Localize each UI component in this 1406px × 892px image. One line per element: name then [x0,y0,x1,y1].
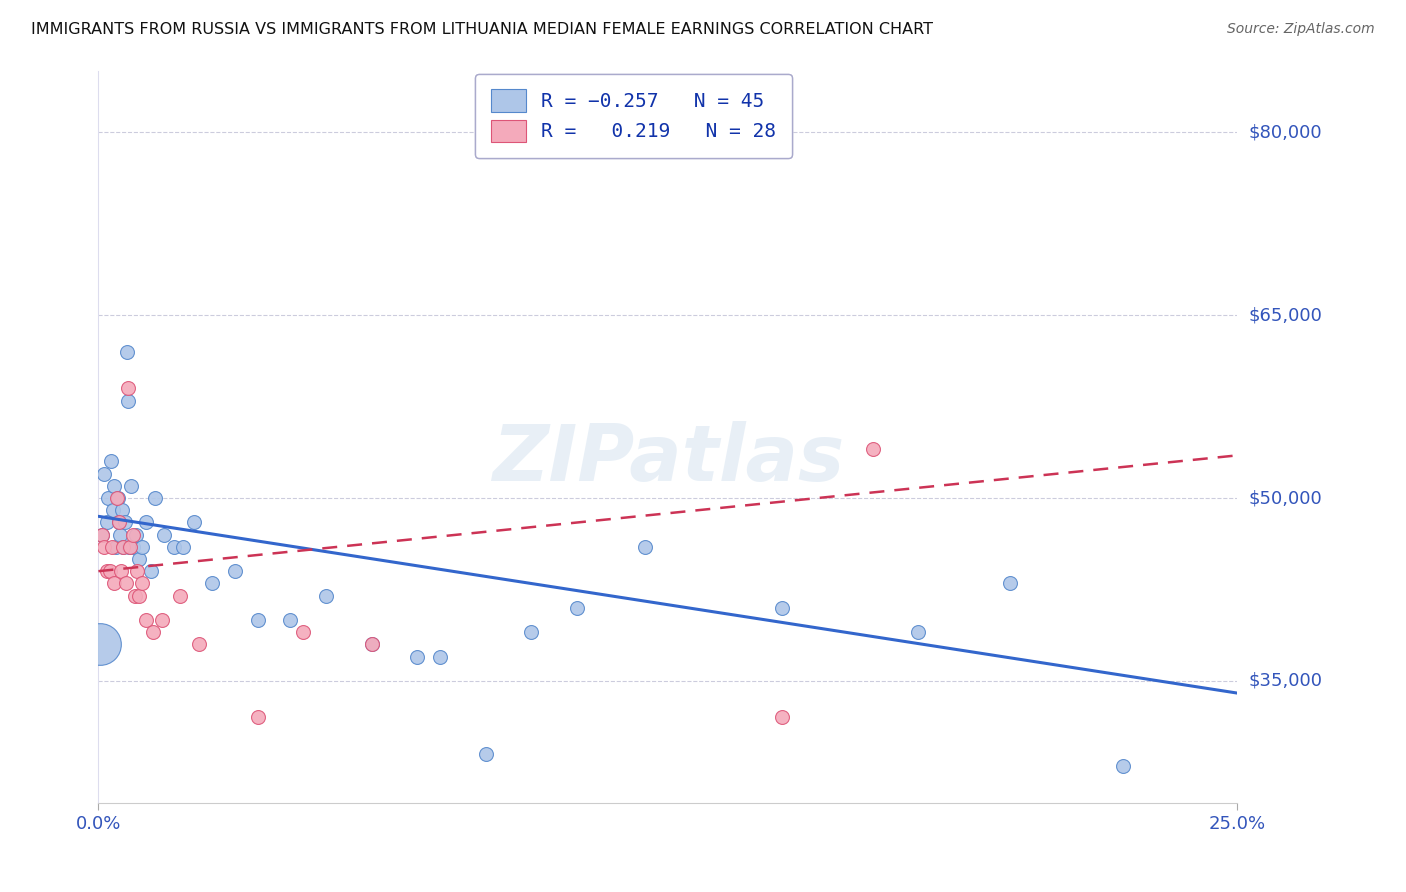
Point [565,600,588,615]
Point [117,381,139,395]
Point [112,540,135,554]
Text: $80,000: $80,000 [1249,123,1322,141]
Point [108,516,131,530]
Point [246,613,269,627]
Point [172,540,194,554]
Text: ZIPatlas: ZIPatlas [492,421,844,497]
Point [115,344,138,359]
Point [770,710,793,724]
Point [187,637,209,651]
Point [114,576,136,591]
Point [201,576,224,591]
Point [96,516,118,530]
Point [292,625,315,640]
Point [121,540,143,554]
Point [162,540,184,554]
Point [907,625,929,640]
Point [150,613,173,627]
Point [862,442,884,457]
Point [429,649,451,664]
Point [108,516,131,530]
Point [120,540,142,554]
Point [224,564,246,578]
Point [127,564,149,578]
Point [770,600,793,615]
Point [1112,759,1135,773]
Point [103,576,125,591]
Point [110,564,132,578]
Point [97,491,120,505]
Point [634,540,657,554]
Point [153,527,176,541]
Point [520,625,543,640]
Point [128,589,150,603]
Point [101,540,124,554]
Legend: R = −0.257   N = 45, R =   0.219   N = 28: R = −0.257 N = 45, R = 0.219 N = 28 [475,74,792,158]
Text: IMMIGRANTS FROM RUSSIA VS IMMIGRANTS FROM LITHUANIA MEDIAN FEMALE EARNINGS CORRE: IMMIGRANTS FROM RUSSIA VS IMMIGRANTS FRO… [31,22,934,37]
Point [101,503,124,517]
Point [93,467,115,481]
Text: $65,000: $65,000 [1249,306,1322,324]
Point [474,747,496,761]
Point [91,527,114,541]
Point [169,589,191,603]
Point [145,491,167,505]
Point [315,589,337,603]
Text: $50,000: $50,000 [1249,489,1322,507]
Point [139,564,162,578]
Point [131,576,153,591]
Point [183,516,205,530]
Point [135,516,157,530]
Point [118,540,141,554]
Point [91,527,114,541]
Text: Source: ZipAtlas.com: Source: ZipAtlas.com [1227,22,1375,37]
Point [89,637,111,651]
Point [110,527,132,541]
Point [131,540,153,554]
Point [111,503,134,517]
Point [104,540,127,554]
Point [360,637,382,651]
Point [105,491,128,505]
Point [98,564,121,578]
Point [128,552,150,566]
Point [100,454,122,468]
Point [125,527,148,541]
Point [93,540,115,554]
Point [112,540,135,554]
Point [998,576,1021,591]
Point [135,613,157,627]
Point [121,527,143,541]
Point [107,491,129,505]
Point [103,479,125,493]
Point [360,637,382,651]
Point [96,564,118,578]
Point [117,393,139,408]
Point [246,710,269,724]
Point [124,589,146,603]
Point [406,649,429,664]
Point [142,625,165,640]
Text: $35,000: $35,000 [1249,672,1323,690]
Point [120,479,142,493]
Point [278,613,301,627]
Point [114,516,136,530]
